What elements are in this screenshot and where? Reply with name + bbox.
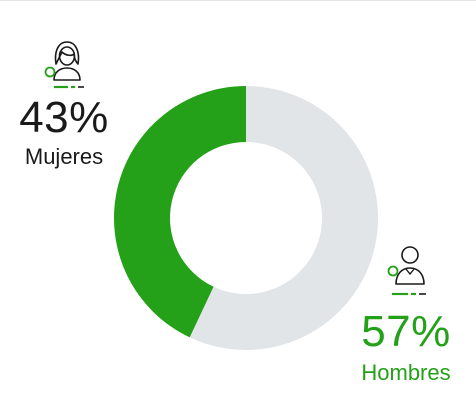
female-person-icon [44, 41, 84, 89]
male-person-icon [387, 246, 426, 296]
slice-mujeres [114, 86, 246, 338]
top-divider [0, 0, 476, 1]
male-category: Hombres [361, 360, 451, 385]
female-label: 43% Mujeres [12, 96, 116, 168]
slices-group [114, 86, 379, 350]
male-percentage: 57% [361, 307, 451, 356]
slice-hombres [189, 86, 379, 350]
female-category: Mujeres [24, 144, 104, 169]
female-percentage: 43% [19, 93, 109, 142]
male-label: 57% Hombres [350, 310, 462, 384]
